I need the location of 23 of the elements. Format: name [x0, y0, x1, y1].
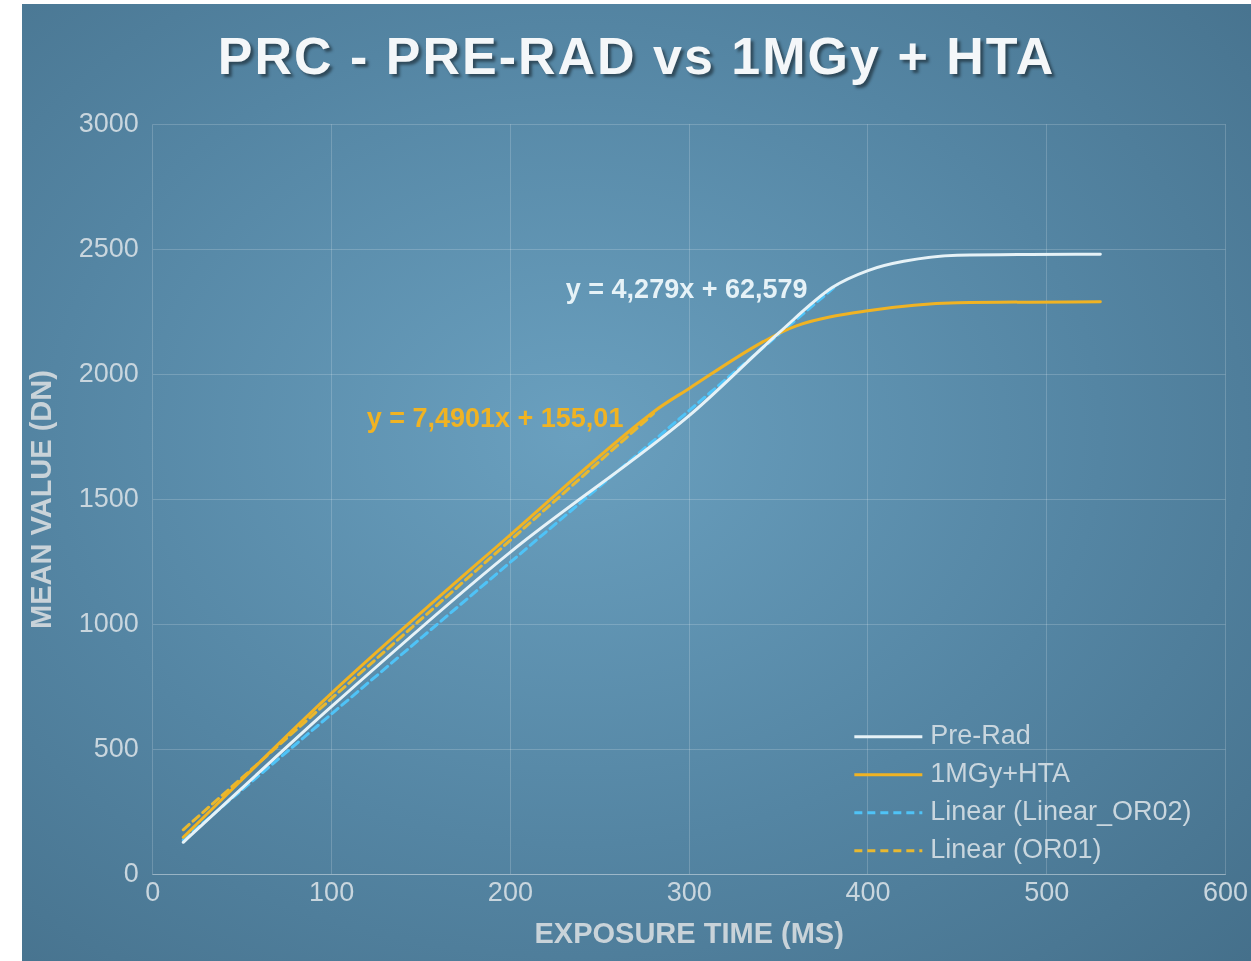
- x-tick-label: 100: [309, 877, 355, 908]
- annotation: y = 7,4901x + 155,01: [366, 403, 624, 434]
- x-tick-label: 600: [1202, 877, 1249, 908]
- legend-label: Pre-Rad: [930, 720, 1031, 751]
- annotation: y = 4,279x + 62,579: [565, 274, 808, 305]
- x-tick-label: 500: [1024, 877, 1070, 908]
- y-tick-label: 500: [93, 733, 139, 764]
- legend-label: 1MGy+HTA: [930, 758, 1071, 789]
- chart-title: PRC - PRE-RAD vs 1MGy + HTA: [216, 26, 1057, 86]
- x-tick-label: 0: [145, 877, 161, 908]
- y-axis-title: MEAN VALUE (DN): [25, 370, 58, 629]
- y-tick-label: 2500: [78, 232, 139, 263]
- x-tick-label: 300: [666, 877, 712, 908]
- y-tick-label: 1500: [78, 482, 139, 513]
- x-axis-title: EXPOSURE TIME (MS): [534, 916, 844, 949]
- x-tick-label: 400: [845, 877, 891, 908]
- legend-label: Linear (Linear_OR02): [930, 796, 1192, 827]
- y-tick-label: 0: [123, 858, 139, 889]
- y-tick-label: 2000: [78, 357, 139, 388]
- y-tick-label: 1000: [78, 608, 139, 639]
- y-tick-label: 3000: [78, 107, 139, 138]
- legend-label: Linear (OR01): [930, 834, 1102, 865]
- x-tick-label: 200: [487, 877, 533, 908]
